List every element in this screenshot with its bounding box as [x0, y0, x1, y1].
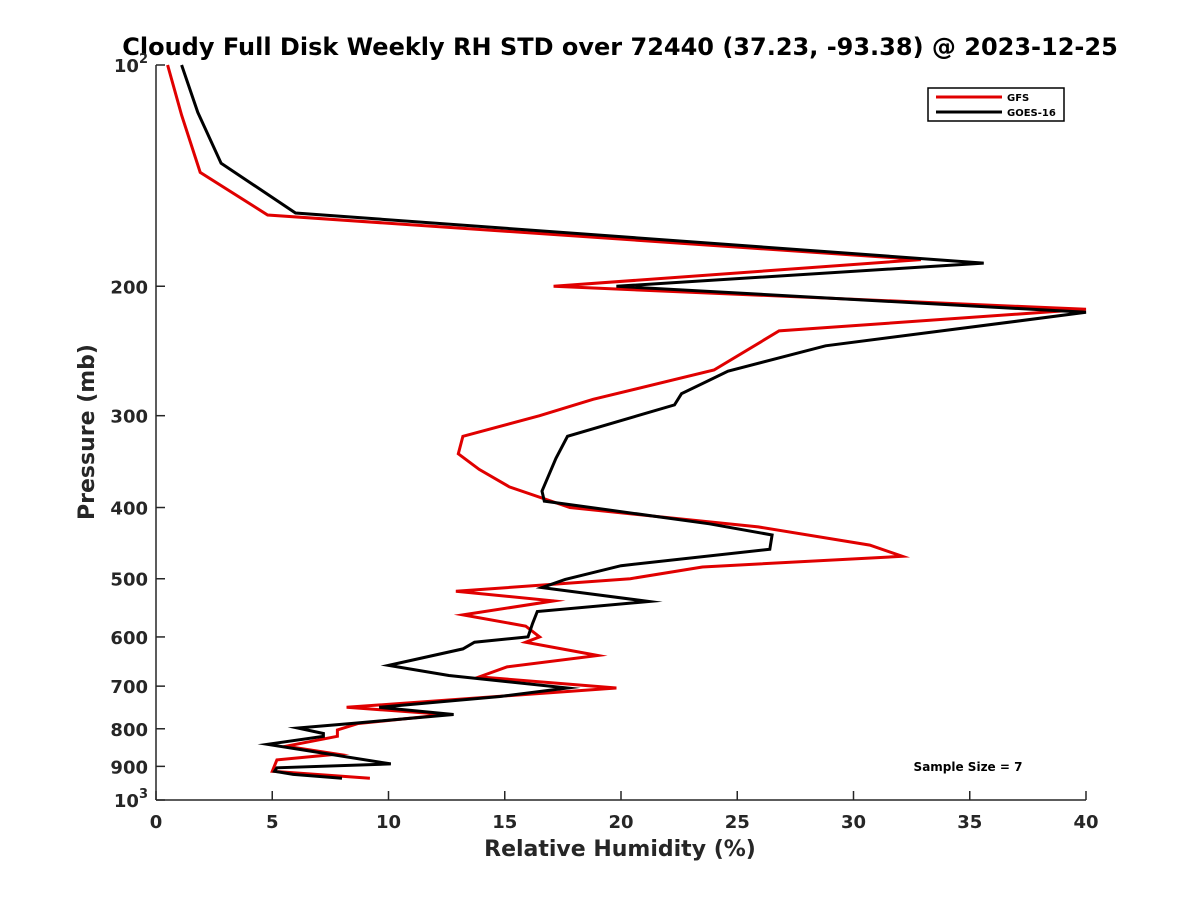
y-axis-label: Pressure (mb) — [75, 344, 100, 520]
x-tick-label: 40 — [1073, 812, 1098, 833]
legend-box — [927, 87, 1065, 122]
x-tick-label: 5 — [266, 812, 279, 833]
y-tick-label: 700 — [110, 677, 148, 698]
x-tick-label: 35 — [957, 812, 982, 833]
x-axis-ticks: 0 5 10 15 20 25 30 35 40 — [150, 791, 1099, 833]
y-tick-label: 200 — [110, 277, 148, 298]
plot-area — [156, 65, 1086, 800]
chart-title: Cloudy Full Disk Weekly RH STD over 7244… — [122, 33, 1118, 61]
y-tick-label: 500 — [110, 570, 148, 591]
x-tick-label: 30 — [841, 812, 866, 833]
y-tick-label: 400 — [110, 499, 148, 520]
y-tick-label: 102 — [114, 52, 148, 77]
series-layer — [166, 64, 1087, 780]
sample-size-annotation: Sample Size = 7 — [914, 760, 1023, 774]
x-tick-label: 10 — [376, 812, 401, 833]
x-axis-label: Relative Humidity (%) — [484, 837, 756, 862]
series-line-goes-16 — [180, 64, 1087, 780]
legend-label-goes-16: GOES-16 — [1007, 108, 1056, 119]
y-tick-label: 300 — [110, 407, 148, 428]
y-tick-label: 800 — [110, 720, 148, 741]
plot-background — [156, 65, 1086, 800]
x-tick-label: 25 — [725, 812, 750, 833]
y-tick-label: 600 — [110, 628, 148, 649]
x-tick-label: 20 — [608, 812, 633, 833]
y-tick-label: 900 — [110, 757, 148, 778]
y-tick-label: 103 — [114, 787, 148, 812]
y-axis-ticks: 102 200 300 400 500 600 700 800 900 103 — [110, 52, 165, 812]
legend-label-gfs: GFS — [1007, 93, 1029, 104]
x-tick-label: 15 — [492, 812, 517, 833]
legend: GFS GOES-16 — [927, 87, 1065, 122]
x-tick-label: 0 — [150, 812, 163, 833]
series-line-gfs — [166, 64, 1087, 780]
